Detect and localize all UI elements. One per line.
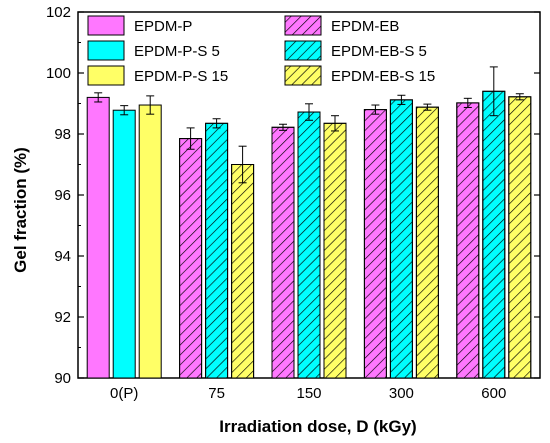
x-tick-label: 300 — [389, 385, 414, 402]
bar-hatch — [363, 109, 387, 379]
y-tick-label: 94 — [54, 248, 71, 265]
legend-label: EPDM-EB-S 15 — [331, 68, 435, 85]
x-tick-label: 600 — [481, 385, 506, 402]
bar-hatch — [231, 164, 255, 379]
legend-label: EPDM-EB — [331, 18, 399, 35]
x-tick-label: 150 — [296, 385, 321, 402]
x-tick-label: 0(P) — [110, 385, 138, 402]
legend-swatch-hatch — [284, 40, 322, 61]
bar-hatch — [389, 99, 413, 379]
bar — [138, 104, 162, 379]
y-tick-label: 102 — [46, 4, 71, 21]
x-tick-label: 75 — [208, 385, 225, 402]
bar — [86, 96, 110, 379]
legend-label: EPDM-P-S 5 — [134, 43, 220, 60]
legend-label: EPDM-P — [134, 18, 192, 35]
bar-hatch — [415, 106, 439, 379]
x-axis-title: Irradiation dose, D (kGy) — [219, 417, 416, 436]
legend-swatch-hatch — [284, 65, 322, 86]
legend-swatch — [87, 65, 125, 86]
bar-hatch — [508, 96, 532, 379]
legend-swatch-hatch — [284, 15, 322, 36]
legend-swatch — [87, 15, 125, 36]
bar-hatch — [482, 90, 506, 379]
y-tick-label: 98 — [54, 126, 71, 143]
bar-hatch — [179, 138, 203, 379]
legend-swatch — [87, 40, 125, 61]
y-axis-title: Gel fraction (%) — [11, 147, 30, 273]
bar-hatch — [297, 111, 321, 379]
y-tick-label: 90 — [54, 370, 71, 387]
y-tick-label: 96 — [54, 187, 71, 204]
bar-hatch — [205, 122, 229, 379]
bar-hatch — [271, 126, 295, 379]
bar-hatch — [456, 102, 480, 379]
y-tick-label: 100 — [46, 65, 71, 82]
bar — [112, 109, 136, 379]
bar-hatch — [323, 122, 347, 379]
y-tick-label: 92 — [54, 309, 71, 326]
legend-label: EPDM-P-S 15 — [134, 68, 228, 85]
legend-label: EPDM-EB-S 5 — [331, 43, 427, 60]
